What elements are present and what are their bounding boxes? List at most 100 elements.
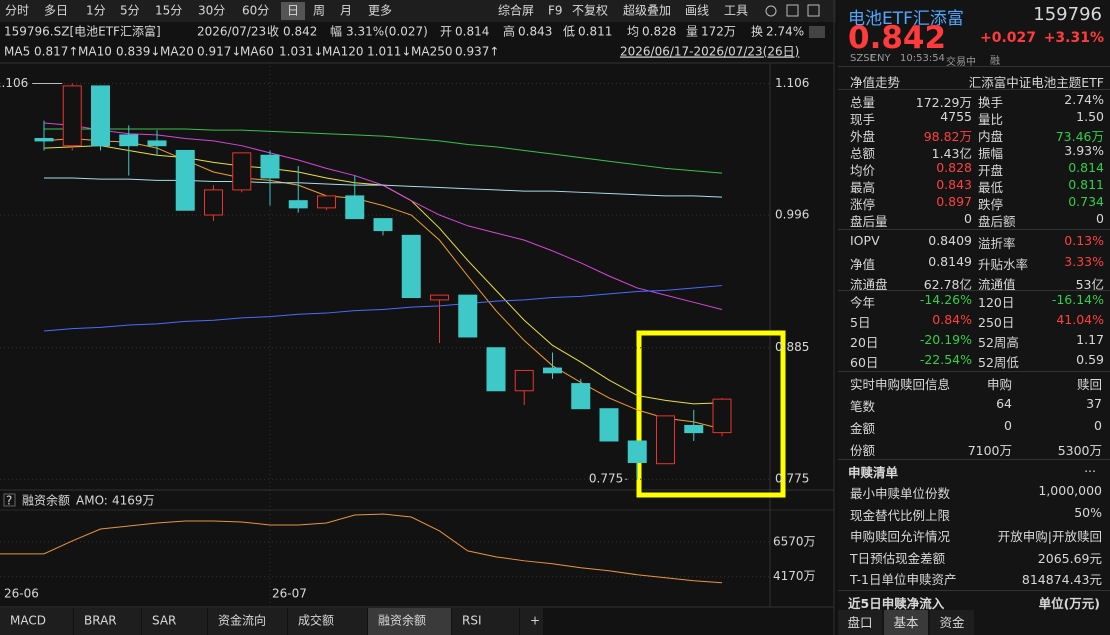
toolbar-tab[interactable]: 60分 (242, 4, 269, 18)
quote-meta: 交易中 (946, 57, 976, 68)
candle-body (571, 383, 591, 410)
legend-name: MA120 (322, 45, 363, 59)
candle-body (486, 347, 506, 392)
ma-line (43, 285, 723, 332)
stat-label: 52周高 (978, 335, 1019, 350)
row-value: 7100万 (967, 443, 1012, 458)
legend-value: 0.839↓ (116, 45, 160, 59)
toolbar-button[interactable]: 工具 (724, 4, 748, 18)
candle-body (317, 195, 336, 209)
stat-value: 73.46万 (1055, 129, 1104, 144)
toolbar-tab[interactable]: 周 (313, 4, 325, 18)
stat-label: 开盘 (978, 163, 1004, 178)
nav-name: 汇添富中证电池主题ETF (968, 75, 1104, 90)
high-annotation: 1.106 (0, 76, 28, 90)
stat-label: 外盘 (850, 129, 876, 144)
bottom-tab[interactable] (452, 608, 519, 635)
bottom-tab[interactable] (208, 608, 287, 635)
toolbar-tab[interactable]: 1分 (86, 4, 106, 18)
stat-value: -22.54% (919, 352, 972, 367)
field-value: 172万 (701, 25, 736, 39)
row-value: 0 (1004, 418, 1012, 433)
stat-value: 3.33% (1064, 253, 1104, 269)
toolbar-button[interactable]: 画线 (685, 4, 709, 18)
bottom-tab-label[interactable]: 资金流向 (218, 613, 266, 628)
legend-name: MA20 (160, 45, 194, 59)
panel-tab[interactable]: 盘口 (838, 610, 882, 635)
legend-name: MA5 (4, 45, 30, 59)
candle-body (288, 200, 308, 209)
candle-body (119, 134, 139, 147)
candle-body (147, 140, 167, 147)
candle-body (684, 424, 704, 434)
help-box (3, 493, 16, 507)
toolbar-tab[interactable]: 更多 (368, 4, 392, 18)
sub-chart-name: 融资余额 (22, 493, 70, 508)
stat-label: 量比 (978, 112, 1004, 127)
toolbar-tab[interactable]: 30分 (198, 4, 225, 18)
stat-label: IOPV (850, 233, 880, 248)
candle-body (373, 218, 393, 232)
field-label: 高 (503, 24, 515, 39)
stat-value: 2.74% (1064, 92, 1104, 107)
toolbar-tab[interactable]: 日 (287, 4, 299, 18)
separator (838, 290, 1110, 291)
bottom-tab[interactable] (0, 608, 73, 635)
stat-label: 最高 (850, 180, 876, 195)
bottom-tab[interactable] (368, 608, 451, 635)
toolbar-tab[interactable]: 月 (340, 4, 352, 18)
bottom-tab-label[interactable]: SAR (152, 614, 176, 628)
section-title: 近5日申赎净流入 (848, 596, 945, 611)
legend-value: 1.031↓ (279, 45, 323, 59)
row-value: 2065.69元 (1037, 550, 1102, 566)
range-label: 2026/06/17-2026/07/23(26日) (620, 45, 799, 59)
window-icon[interactable] (786, 4, 799, 17)
toolbar-button[interactable]: F9 (548, 4, 563, 18)
toolbar-tab[interactable]: 多日 (44, 4, 68, 18)
y-tick-label: 0.996 (775, 208, 809, 222)
legend-value: 0.937↑ (455, 45, 499, 59)
bottom-tab[interactable] (520, 608, 543, 635)
candle-body (345, 195, 365, 220)
bottom-tab[interactable] (288, 608, 367, 635)
row-label: 现金替代比例上限 (850, 507, 951, 523)
toolbar-button[interactable]: 不复权 (572, 4, 608, 18)
candle-body (401, 234, 421, 299)
settings-icon[interactable] (765, 5, 777, 17)
panel-tab[interactable]: 资金 (930, 610, 974, 635)
stat-label: 均价 (850, 163, 876, 178)
stat-label: 跌停 (978, 197, 1004, 212)
y-tick-label: 0.885 (775, 340, 809, 354)
bottom-tab[interactable] (74, 608, 141, 635)
bottom-tab-label[interactable]: 成交额 (298, 613, 334, 628)
stat-label: 总量 (850, 95, 876, 110)
bottom-tab[interactable] (142, 608, 207, 635)
quote-change: +0.027 (980, 30, 1037, 46)
quote-change-pct: +3.31% (1043, 30, 1104, 46)
candle-body (514, 369, 534, 392)
stat-value: 1.17 (1076, 332, 1104, 347)
bottom-tab-label[interactable]: BRAR (84, 614, 117, 628)
panel-tab[interactable]: 基本 (884, 610, 928, 635)
quote-price: 0.842 (848, 20, 947, 56)
bottom-tab-label[interactable]: + (530, 614, 540, 628)
layout-icon[interactable] (807, 4, 820, 17)
ma-line (44, 177, 723, 198)
stat-value: 0.8409 (928, 233, 972, 248)
field-value: 3.31%(0.027) (346, 25, 428, 39)
field-label: 换 (751, 25, 763, 39)
stat-value: 53亿 (1075, 277, 1104, 292)
toolbar-button[interactable]: 超级叠加 (623, 3, 671, 18)
toolbar-tab[interactable]: 分时 (5, 4, 29, 18)
bottom-tab-label[interactable]: RSI (462, 614, 482, 628)
stat-label: 60日 (850, 355, 879, 370)
bottom-tab-label[interactable]: MACD (10, 614, 46, 628)
toolbar-button[interactable]: 综合屏 (498, 3, 534, 18)
separator (838, 66, 1110, 67)
toolbar-tab[interactable]: 15分 (155, 4, 182, 18)
section-title: 申赎清单 (848, 465, 899, 480)
stat-value: 0.734 (1068, 194, 1104, 209)
bottom-tab-label[interactable]: 融资余额 (378, 613, 426, 628)
toolbar-tab[interactable]: 5分 (120, 4, 140, 18)
legend-value: 1.011↓ (367, 45, 411, 59)
